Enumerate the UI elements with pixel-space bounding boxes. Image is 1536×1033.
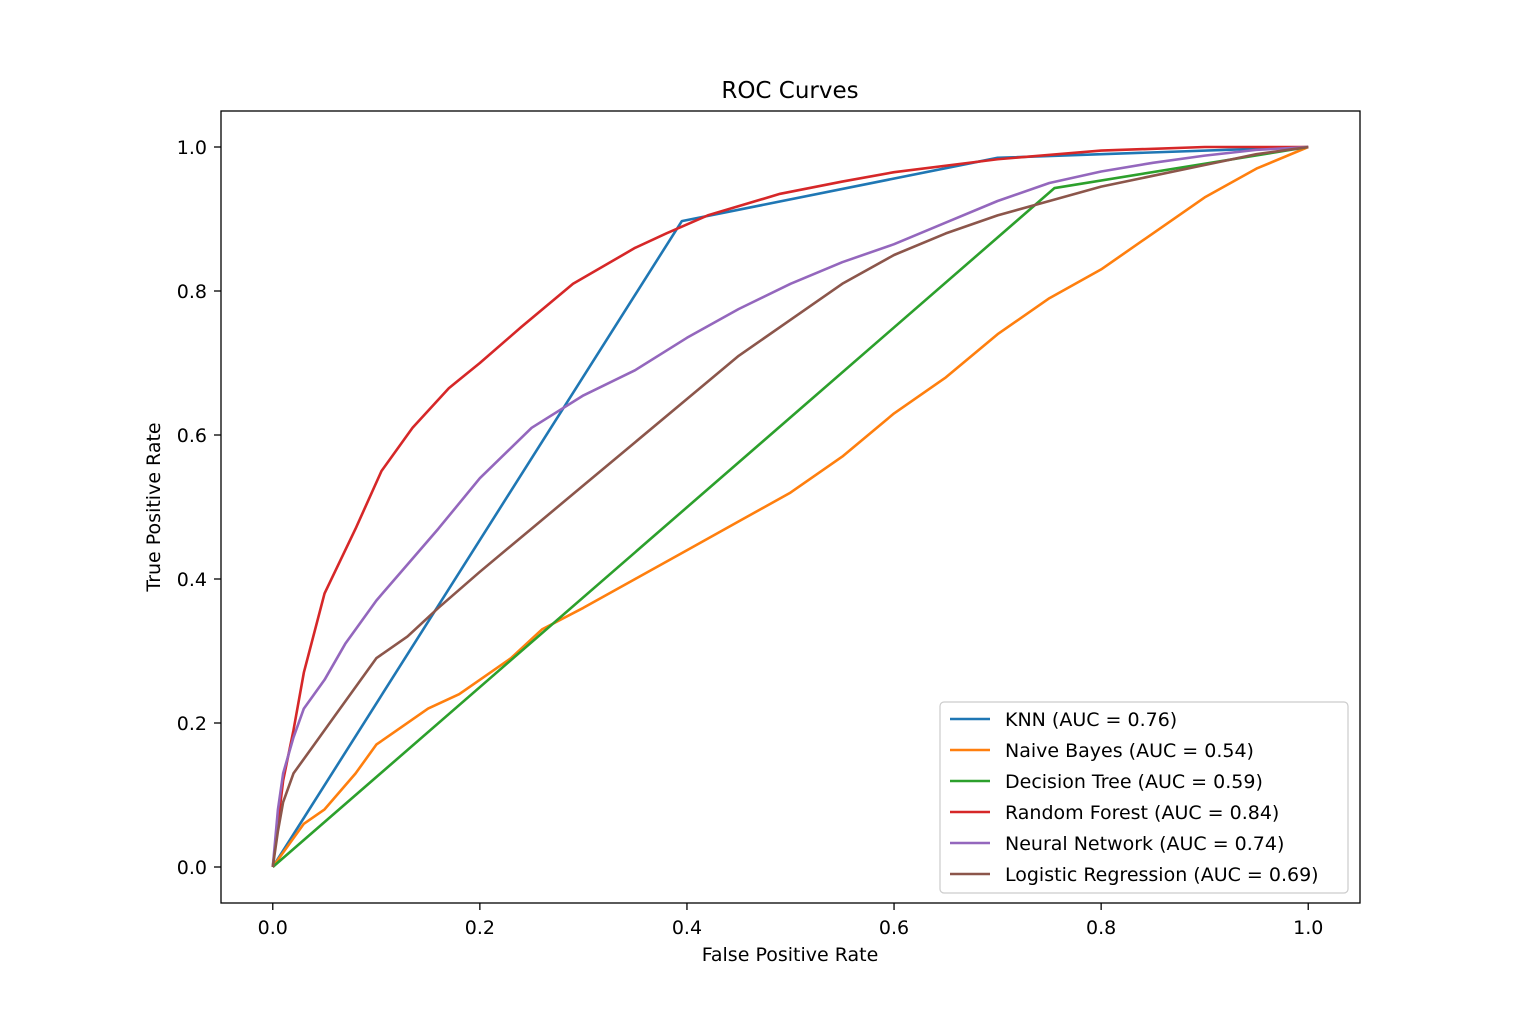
- x-tick-label: 0.4: [672, 917, 702, 939]
- x-axis-label: False Positive Rate: [702, 944, 879, 966]
- curves-group: [271, 145, 1309, 868]
- x-tick-label: 0.0: [258, 917, 288, 939]
- x-tick-label: 1.0: [1293, 917, 1323, 939]
- y-axis-ticks: 0.0 0.2 0.4 0.6 0.8 1.0: [177, 137, 221, 879]
- y-tick-label: 0.8: [177, 281, 207, 303]
- legend-entry-0: KNN (AUC = 0.76): [1005, 709, 1177, 731]
- series-line-3: [271, 145, 1309, 868]
- legend-entry-4: Neural Network (AUC = 0.74): [1005, 833, 1284, 855]
- x-tick-label: 0.2: [465, 917, 495, 939]
- plot-frame: [220, 110, 1361, 904]
- legend-box: [939, 701, 1349, 894]
- series-line-4: [271, 145, 1309, 868]
- series-line-0: [271, 145, 1309, 868]
- y-tick-label: 0.6: [177, 425, 207, 447]
- y-tick-label: 0.0: [177, 857, 207, 879]
- y-axis-label: True Positive Rate: [143, 422, 165, 592]
- y-tick-label: 0.4: [177, 569, 207, 591]
- series-line-5: [271, 145, 1309, 868]
- x-tick-label: 0.8: [1086, 917, 1116, 939]
- y-tick-label: 0.2: [177, 713, 207, 735]
- chart-title: ROC Curves: [721, 78, 858, 104]
- series-line-1: [271, 145, 1309, 868]
- x-tick-label: 0.6: [879, 917, 909, 939]
- legend-entry-3: Random Forest (AUC = 0.84): [1005, 802, 1279, 824]
- legend-entry-2: Decision Tree (AUC = 0.59): [1005, 771, 1263, 793]
- legend: KNN (AUC = 0.76) Naive Bayes (AUC = 0.54)…: [939, 701, 1349, 894]
- y-tick-label: 1.0: [177, 137, 207, 159]
- x-axis-ticks: 0.0 0.2 0.4 0.6 0.8 1.0: [258, 903, 1323, 939]
- legend-entry-5: Logistic Regression (AUC = 0.69): [1005, 864, 1319, 886]
- legend-entry-1: Naive Bayes (AUC = 0.54): [1005, 740, 1254, 762]
